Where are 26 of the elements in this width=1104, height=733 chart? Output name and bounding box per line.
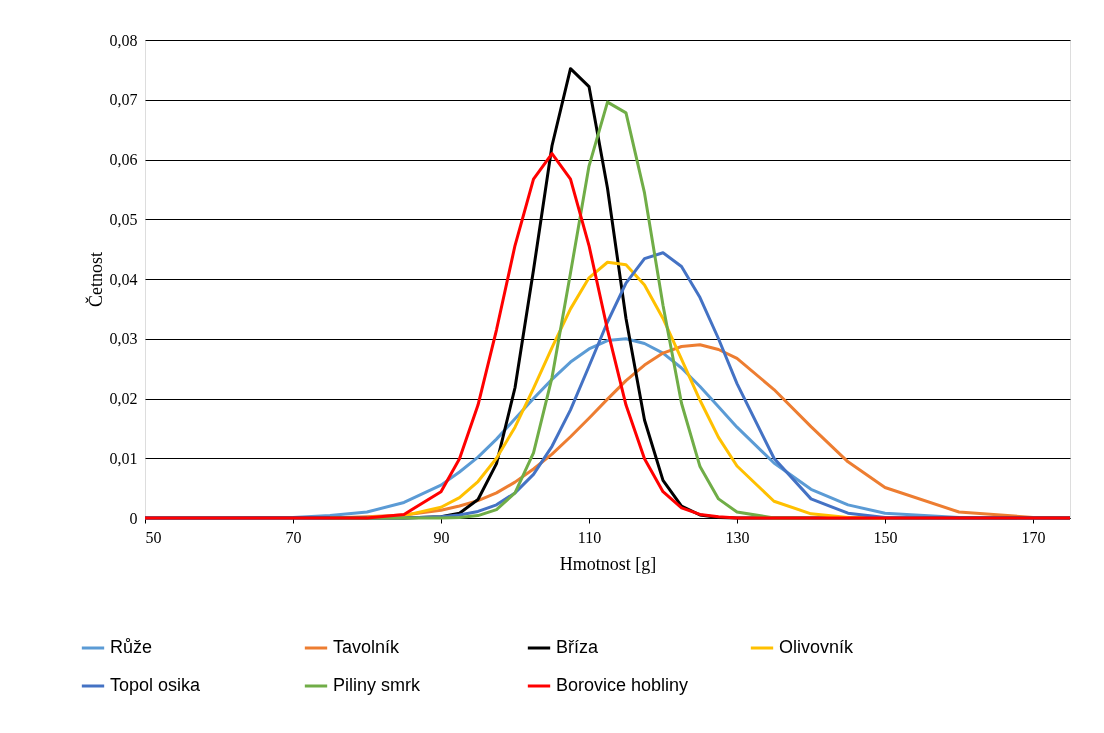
x-tick-label: 130 xyxy=(725,528,750,546)
y-tick-label: 0,02 xyxy=(109,390,138,407)
legend-label: Piliny smrk xyxy=(333,675,421,695)
legend-label: Bříza xyxy=(556,637,599,657)
y-tick-label: 0,01 xyxy=(109,449,138,467)
y-tick-label: 0,07 xyxy=(109,91,138,109)
y-tick-label: 0,03 xyxy=(109,330,138,348)
y-tick-label: 0,04 xyxy=(109,270,138,288)
legend-label: Topol osika xyxy=(110,675,202,695)
legend-label: Borovice hobliny xyxy=(556,675,689,695)
y-tick-label: 0,06 xyxy=(109,151,138,168)
x-tick-label: 90 xyxy=(433,528,450,546)
x-axis-title: Hmotnost [g] xyxy=(559,553,657,574)
legend-label: Tavolník xyxy=(333,637,401,657)
y-tick-label: 0 xyxy=(129,509,138,527)
y-tick-label: 0,08 xyxy=(109,31,138,49)
x-tick-label: 70 xyxy=(285,528,302,546)
x-tick-label: 110 xyxy=(577,528,602,546)
y-tick-label: 0,05 xyxy=(109,210,138,228)
y-axis-title: Četnost xyxy=(84,251,106,308)
x-tick-label: 170 xyxy=(1021,528,1046,546)
legend-label: Olivovník xyxy=(779,637,855,657)
x-tick-label: 50 xyxy=(145,528,162,546)
x-tick-label: 150 xyxy=(873,528,898,546)
legend-label: Růže xyxy=(110,637,153,657)
line-series xyxy=(143,152,1072,520)
